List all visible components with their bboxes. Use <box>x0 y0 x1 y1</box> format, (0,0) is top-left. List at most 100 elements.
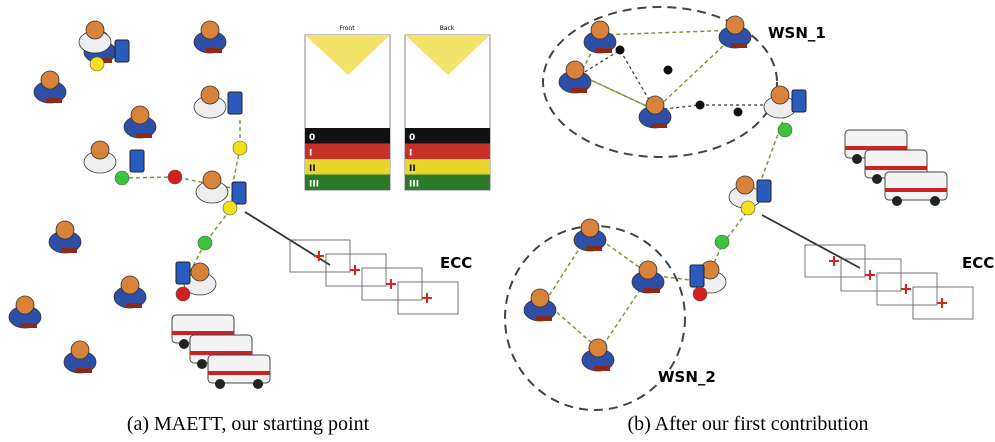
card-row <box>305 128 390 144</box>
card-row-label: III <box>409 180 419 190</box>
cross <box>422 293 432 303</box>
card-row-label: 0 <box>309 133 315 143</box>
smiley <box>167 169 183 185</box>
pda <box>175 261 191 285</box>
person-head <box>200 85 220 105</box>
person-head <box>770 85 790 105</box>
smiley <box>740 200 756 216</box>
cross <box>901 284 911 294</box>
wheel <box>930 196 940 206</box>
card-top <box>405 35 490 75</box>
person-head <box>120 275 140 295</box>
tag <box>586 246 602 251</box>
wheel <box>852 154 862 164</box>
cluster <box>542 6 778 158</box>
person-head <box>638 260 658 280</box>
tent <box>289 239 351 273</box>
tent <box>876 272 938 306</box>
stripe <box>172 331 234 335</box>
pda <box>231 181 247 205</box>
smiley <box>197 235 213 251</box>
card-top <box>305 35 390 75</box>
node <box>695 100 705 110</box>
person-head <box>200 20 220 40</box>
tag <box>46 98 62 103</box>
tag <box>76 368 92 373</box>
tag <box>731 43 747 48</box>
tag <box>594 366 610 371</box>
card-row-label: III <box>309 180 319 190</box>
label-wsn1: WSN_1 <box>768 24 826 42</box>
smiley <box>222 200 238 216</box>
pda <box>114 39 130 63</box>
card-front-title: Front <box>339 25 355 32</box>
stripe <box>885 188 947 192</box>
tent <box>912 286 974 320</box>
person-head <box>190 262 210 282</box>
tent <box>840 258 902 292</box>
link-solid <box>761 214 861 269</box>
stripe <box>865 166 927 170</box>
person-head <box>645 95 665 115</box>
person-head <box>90 140 110 160</box>
tag <box>644 288 660 293</box>
card-back-title: Back <box>440 25 455 32</box>
cross <box>829 256 839 266</box>
smiley <box>89 56 105 72</box>
tent <box>361 267 423 301</box>
node <box>663 65 673 75</box>
tent <box>804 244 866 278</box>
tent <box>397 281 459 315</box>
tag <box>536 316 552 321</box>
pda <box>791 89 807 113</box>
ambulance <box>207 354 271 384</box>
person-head <box>55 220 75 240</box>
person-head <box>565 60 585 80</box>
person-head <box>580 218 600 238</box>
card-row <box>305 159 390 175</box>
card-row-label: I <box>309 149 312 159</box>
person-head <box>70 340 90 360</box>
tag <box>61 248 77 253</box>
card-row <box>405 143 490 159</box>
person-head <box>85 20 105 40</box>
node <box>615 45 625 55</box>
caption-b: (b) After our first contribution <box>627 413 868 435</box>
person-head <box>588 338 608 358</box>
tag <box>596 48 612 53</box>
tag <box>136 133 152 138</box>
ambulance <box>884 171 948 201</box>
card-row <box>405 128 490 144</box>
label-wsn2: WSN_2 <box>658 368 716 386</box>
person-head <box>530 288 550 308</box>
wheel <box>872 174 882 184</box>
card-row <box>405 159 490 175</box>
link-solid <box>244 211 331 266</box>
link <box>579 49 780 111</box>
smiley <box>714 234 730 250</box>
pda <box>689 264 705 288</box>
tag <box>571 88 587 93</box>
card-row <box>305 174 390 190</box>
card-row-label: II <box>409 164 416 174</box>
smiley <box>175 286 191 302</box>
person-head <box>735 175 755 195</box>
wheel <box>197 359 207 369</box>
wheel <box>892 196 902 206</box>
tent <box>325 253 387 287</box>
smiley <box>232 140 248 156</box>
cross <box>865 270 875 280</box>
card-row-label: II <box>309 164 316 174</box>
node <box>733 107 743 117</box>
wheel <box>215 379 225 389</box>
person-head <box>725 15 745 35</box>
card-row-label: I <box>409 149 412 159</box>
link <box>189 209 231 273</box>
link <box>699 114 786 296</box>
tag <box>126 303 142 308</box>
caption-a: (a) MAETT, our starting point <box>127 413 370 435</box>
smiley <box>692 286 708 302</box>
cross <box>386 279 396 289</box>
tag <box>206 48 222 53</box>
